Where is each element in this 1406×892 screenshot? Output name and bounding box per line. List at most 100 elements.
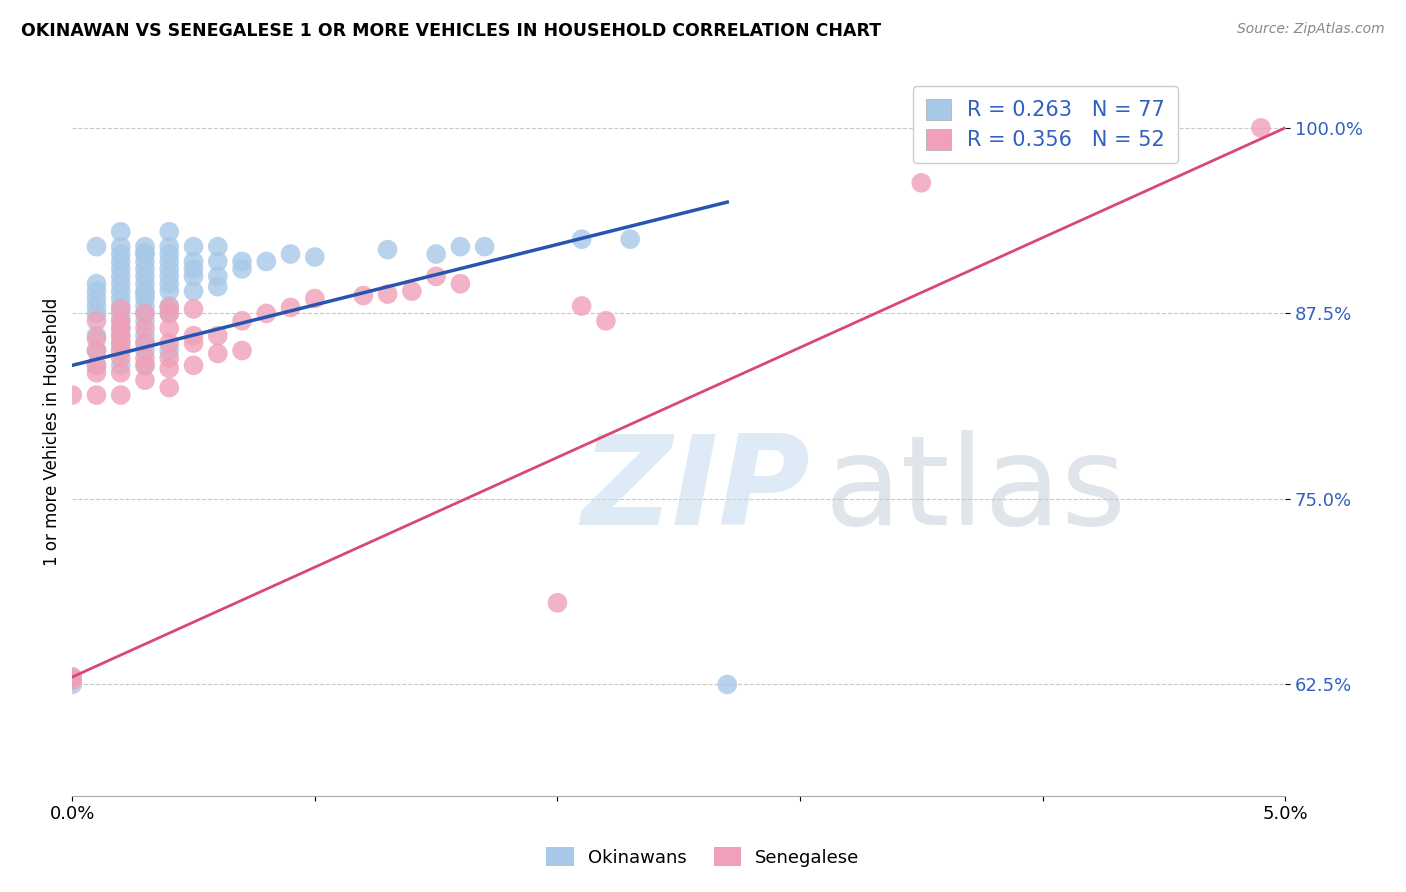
Point (134, 306, 156, 320)
Point (134, 254, 156, 268)
Point (110, 314, 132, 328)
Point (377, 243, 399, 257)
Point (134, 239, 156, 253)
Point (110, 359, 132, 373)
Point (134, 306, 156, 320)
Point (157, 336, 180, 351)
Point (134, 373, 156, 387)
Point (571, 299, 593, 313)
Point (86, 343, 108, 358)
Legend: R = 0.263   N = 77, R = 0.356   N = 52: R = 0.263 N = 77, R = 0.356 N = 52 (914, 87, 1178, 163)
Point (86, 277, 108, 291)
Point (231, 254, 253, 268)
Point (110, 301, 132, 316)
Point (86, 366, 108, 380)
Point (183, 254, 205, 268)
Point (110, 343, 132, 358)
Point (134, 284, 156, 298)
Point (183, 336, 205, 351)
Point (157, 301, 180, 315)
Point (546, 596, 568, 610)
Point (86, 343, 108, 358)
Point (110, 239, 132, 253)
Point (425, 247, 447, 261)
Point (157, 247, 180, 261)
Point (1250, 120, 1272, 135)
Point (571, 232, 593, 246)
Point (183, 284, 205, 298)
Point (157, 284, 180, 298)
Point (157, 254, 180, 268)
Point (280, 247, 302, 261)
Point (110, 306, 132, 320)
Text: ZIP: ZIP (582, 430, 810, 551)
Point (134, 351, 156, 365)
Point (157, 343, 180, 358)
Point (304, 292, 326, 306)
Point (134, 277, 156, 291)
Point (231, 343, 253, 358)
Point (110, 284, 132, 298)
Point (183, 359, 205, 373)
Point (183, 239, 205, 253)
Point (157, 306, 180, 320)
Point (619, 232, 641, 246)
Point (910, 176, 932, 190)
Point (110, 328, 132, 343)
Point (134, 245, 156, 260)
Point (231, 314, 253, 328)
Point (595, 314, 617, 328)
Point (449, 277, 471, 291)
Point (86, 239, 108, 253)
Point (207, 254, 229, 268)
Point (60, 677, 83, 691)
Point (60, 670, 83, 684)
Point (183, 328, 205, 343)
Point (157, 225, 180, 239)
Point (110, 314, 132, 328)
Point (110, 336, 132, 351)
Point (352, 288, 374, 302)
Point (134, 299, 156, 313)
Point (157, 277, 180, 291)
Point (110, 292, 132, 306)
Point (207, 239, 229, 253)
Point (304, 250, 326, 264)
Point (110, 366, 132, 380)
Point (183, 269, 205, 284)
Point (60, 388, 83, 402)
Point (183, 301, 205, 316)
Point (110, 269, 132, 284)
Point (134, 336, 156, 351)
Point (86, 332, 108, 346)
Legend: Okinawans, Senegalese: Okinawans, Senegalese (540, 840, 866, 874)
Point (110, 336, 132, 351)
Point (377, 287, 399, 301)
Point (134, 343, 156, 358)
Point (110, 351, 132, 365)
Point (134, 314, 156, 328)
Point (110, 328, 132, 343)
Point (157, 381, 180, 395)
Point (401, 284, 423, 298)
Text: Source: ZipAtlas.com: Source: ZipAtlas.com (1237, 22, 1385, 37)
Point (254, 306, 277, 320)
Point (86, 299, 108, 313)
Point (207, 328, 229, 343)
Point (207, 346, 229, 360)
Point (110, 299, 132, 313)
Point (134, 321, 156, 335)
Point (86, 292, 108, 306)
Point (157, 261, 180, 276)
Text: atlas: atlas (824, 430, 1126, 551)
Point (425, 269, 447, 284)
Point (86, 284, 108, 298)
Point (449, 239, 471, 253)
Point (134, 336, 156, 351)
Point (157, 361, 180, 376)
Point (86, 328, 108, 343)
Point (110, 254, 132, 268)
Point (254, 254, 277, 268)
Point (86, 314, 108, 328)
Point (716, 677, 738, 691)
